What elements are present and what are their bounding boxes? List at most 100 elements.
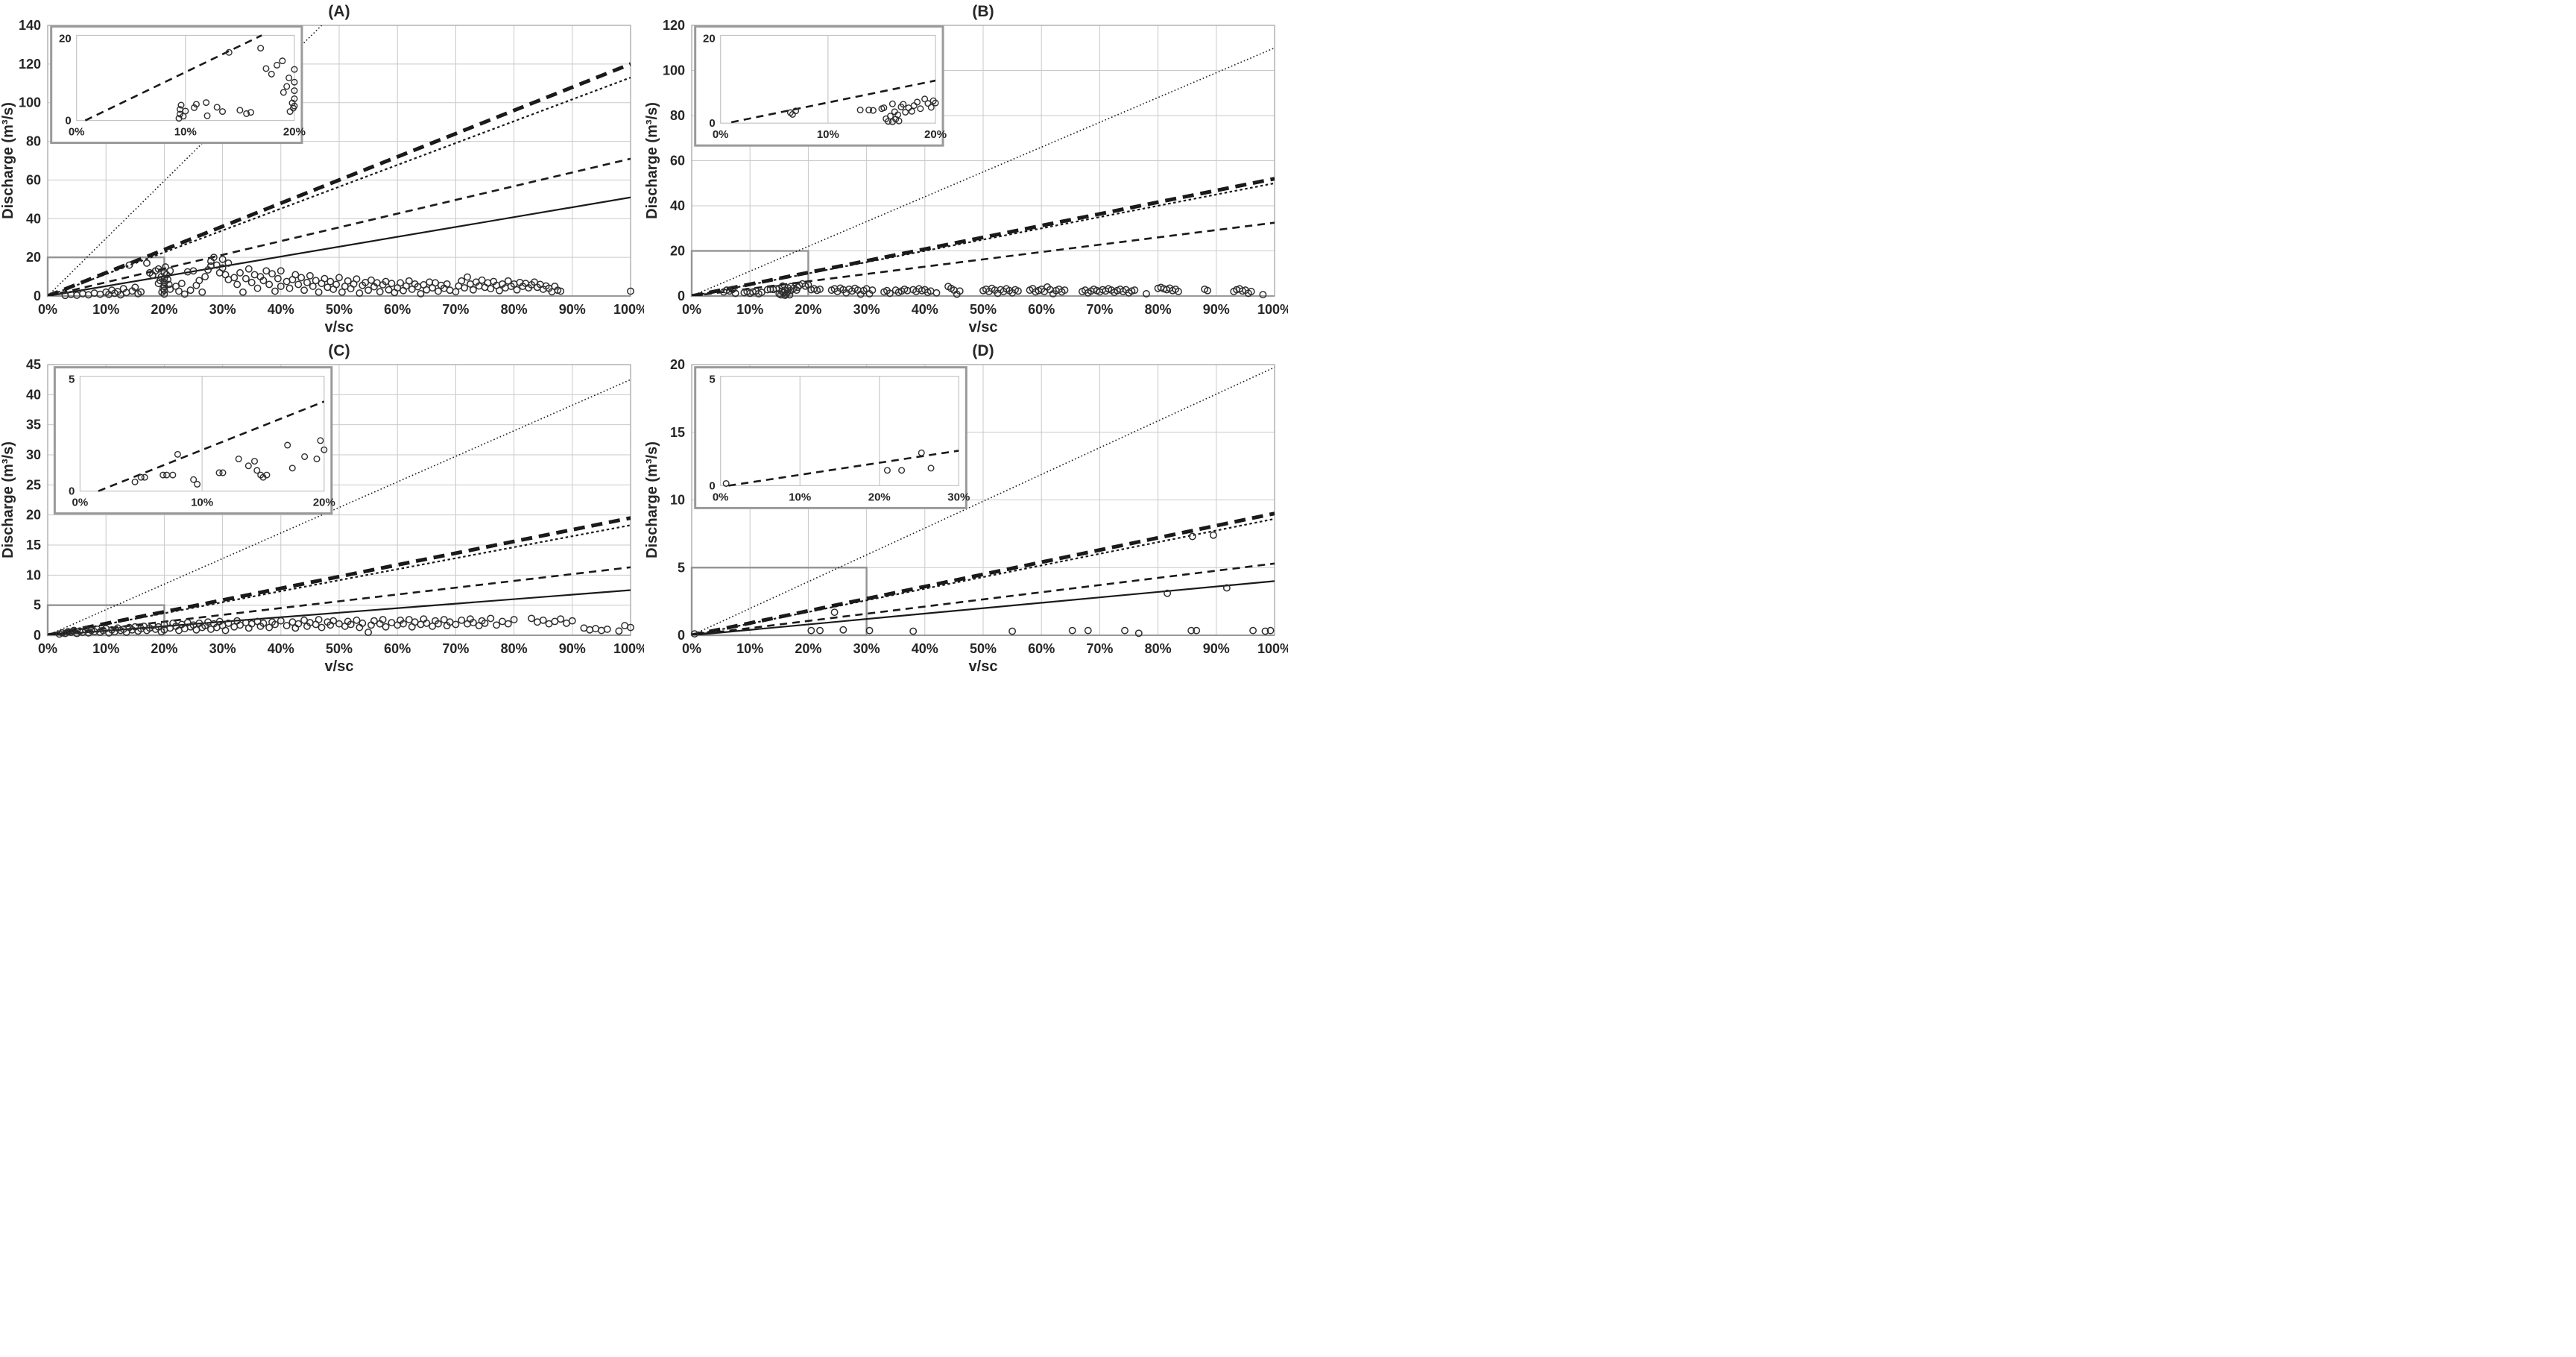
inset-scatter-point (288, 465, 296, 472)
inset-dashed-line (730, 79, 936, 124)
panel-A: 0% 10% 20% 30% 40% 50% 60% 70% 80% 90% 100% 0 20 40 60… (0, 0, 644, 339)
y-tick-label: 35 (26, 418, 41, 432)
scatter-point (493, 621, 501, 629)
inset-scatter-point (247, 109, 255, 116)
x-tick-label: 10% (736, 302, 763, 317)
inset-x-tick-label: 10% (817, 128, 839, 141)
scatter-point (315, 288, 323, 296)
scatter-point (186, 286, 195, 295)
scatter-point (423, 619, 431, 627)
x-tick-label: 30% (209, 641, 236, 656)
scatter-point (166, 285, 174, 293)
scatter-point (175, 287, 183, 295)
inset-x-tick-label: 0% (72, 497, 89, 509)
scatter-point (487, 614, 495, 623)
inset-scatter-point (883, 467, 891, 474)
scatter-point (1259, 291, 1267, 299)
scatter-point (277, 283, 285, 290)
y-tick-label: 100 (663, 63, 685, 78)
inset-dashed-line (84, 34, 262, 122)
inset-ybottom-label: 0 (69, 485, 75, 498)
x-tick-label: 30% (853, 302, 880, 317)
x-tick-label: 60% (384, 302, 411, 317)
scatter-point (886, 289, 894, 297)
inset-scatter-point (174, 450, 181, 458)
y-tick-label: 80 (26, 134, 41, 149)
curves-group (692, 47, 1275, 296)
scatter-point (757, 289, 765, 297)
inset-x-tick-label: 10% (191, 497, 213, 509)
scatter-point (1143, 290, 1150, 297)
scatter-point (816, 626, 824, 635)
scatter-point (1193, 626, 1201, 635)
y-tick-label: 15 (670, 425, 685, 440)
scatter-point (309, 283, 317, 290)
scatter-point (1164, 589, 1172, 597)
inset-scatter-point (291, 78, 298, 86)
inset-scatter-point (169, 471, 177, 479)
x-axis-label: v/sc (969, 319, 998, 336)
scatter-point (335, 274, 343, 282)
scatter-point (165, 280, 173, 289)
thick-long-dash-line (692, 177, 1275, 296)
panel-title: (D) (972, 342, 994, 359)
scatter-point (344, 277, 352, 285)
scatter-point (481, 619, 489, 627)
inset-dashed-line (728, 450, 959, 487)
x-tick-label: 0% (682, 302, 701, 317)
inset-box (694, 25, 944, 147)
scatter-point (154, 265, 162, 273)
inset-scatter-point (722, 479, 730, 487)
panel-title: (C) (328, 342, 350, 359)
y-axis-label: Discharge (m³/s) (644, 102, 660, 219)
inset-ytop-label: 5 (709, 374, 715, 386)
scatter-point (400, 620, 407, 628)
scatter-point (731, 289, 739, 297)
panel-D-chart: 0%10%20%30%40%50%60%70%80%90%100%0510152… (644, 339, 1288, 678)
scatter-point (370, 617, 378, 625)
panel-title: (B) (972, 3, 994, 20)
scatter-point (461, 284, 469, 292)
scatter-point (318, 623, 326, 632)
scatter-point (329, 617, 338, 625)
x-tick-label: 100% (613, 641, 644, 656)
scatter-point (1131, 286, 1139, 295)
panel-B-chart: 0% 10% 20% 30% 40% 50% 60% 70% 80% 90% 100% 0 20 40 60… (644, 0, 1288, 339)
scatter-point (1175, 288, 1182, 295)
inset-x-tick-label: 30% (947, 491, 970, 503)
inset-scatter-point (279, 57, 286, 65)
scatter-point (464, 273, 471, 281)
x-tick-label: 10% (736, 641, 763, 656)
x-tick-label: 70% (1086, 302, 1113, 317)
inset-scatter-point (927, 465, 935, 472)
scatter-point (164, 276, 172, 283)
inset-scatter-point (253, 467, 261, 474)
inset-scatter-point (203, 112, 211, 119)
y-tick-label: 140 (19, 18, 41, 33)
scatter-point (458, 277, 466, 285)
scatter-point (513, 286, 521, 294)
scatter-point (458, 616, 466, 624)
y-tick-label: 40 (26, 387, 41, 402)
x-tick-label: 100% (1257, 302, 1288, 317)
x-tick-label: 70% (1086, 641, 1113, 656)
scatter-point (816, 285, 824, 293)
x-tick-label: 30% (209, 302, 236, 317)
x-axis-label: v/sc (969, 658, 998, 675)
scatter-point (137, 288, 145, 296)
y-tick-label: 40 (670, 198, 685, 213)
inset-ybottom-label: 0 (65, 115, 71, 127)
fine-short-dash-line (48, 76, 631, 296)
scatter-point (353, 616, 361, 624)
y-tick-label: 0 (34, 628, 41, 643)
x-tick-label: 20% (151, 641, 177, 656)
scatter-point (271, 287, 279, 295)
x-tick-label: 90% (559, 302, 586, 317)
scatter-point (321, 274, 329, 283)
scatter-point (160, 620, 168, 629)
inset-ytop-label: 20 (703, 32, 716, 45)
scatter-point (162, 263, 169, 271)
inset-scatter-point (914, 98, 921, 106)
inset-scatter-point (263, 471, 271, 479)
scatter-point (125, 261, 133, 269)
